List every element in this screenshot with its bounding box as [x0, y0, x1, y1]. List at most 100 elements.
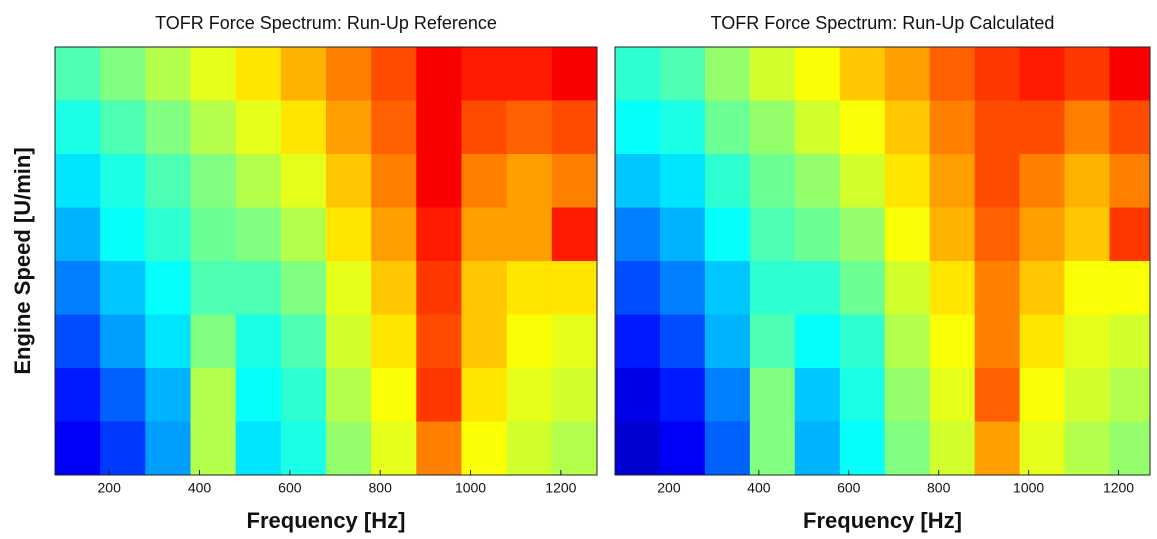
heat-cell: [704, 261, 751, 315]
heat-cell: [551, 368, 598, 422]
heat-cell: [280, 47, 327, 101]
heat-cell: [416, 154, 462, 208]
heat-cell: [1109, 368, 1151, 422]
heat-cell: [839, 207, 886, 262]
heat-cell: [1064, 207, 1111, 262]
heat-cell: [974, 100, 1021, 155]
heat-cell: [929, 207, 976, 262]
heat-cell: [1064, 368, 1111, 422]
heat-cell: [235, 154, 282, 208]
heat-cell: [839, 47, 886, 101]
heat-cell: [884, 207, 931, 262]
heat-cell: [704, 47, 751, 101]
y-axis-label: Engine Speed [U/min]: [10, 147, 35, 374]
heat-cell: [280, 421, 327, 476]
heat-cell: [974, 207, 1021, 262]
heat-cell: [794, 368, 841, 422]
heat-cell: [974, 154, 1021, 208]
heat-cell: [704, 154, 751, 208]
heat-cell: [100, 47, 146, 101]
heat-cell: [280, 368, 327, 422]
heat-cell: [839, 368, 886, 422]
heat-cell: [704, 314, 751, 369]
heat-cell: [615, 368, 661, 422]
heat-cell: [974, 261, 1021, 315]
heat-cell: [506, 421, 553, 476]
heat-cell: [794, 100, 841, 155]
heat-cell: [235, 314, 282, 369]
heat-cell: [461, 100, 508, 155]
heat-cell: [615, 207, 661, 262]
x-axis-label: Frequency [Hz]: [803, 508, 962, 533]
heat-cell: [794, 47, 841, 101]
chart-title: TOFR Force Spectrum: Run-Up Reference: [155, 13, 497, 33]
heat-cell: [749, 421, 796, 476]
heat-cell: [461, 314, 508, 369]
heat-cell: [659, 100, 706, 155]
heat-cell: [280, 261, 327, 315]
heat-cell: [1064, 100, 1111, 155]
heat-cell: [326, 47, 372, 101]
heat-cell: [929, 314, 976, 369]
heat-cell: [929, 47, 976, 101]
heat-cell: [659, 314, 706, 369]
heat-cell: [974, 314, 1021, 369]
heat-cell: [749, 100, 796, 155]
heat-cell: [884, 421, 931, 476]
heat-cell: [794, 154, 841, 208]
heat-cell: [190, 368, 237, 422]
heat-cell: [326, 100, 372, 155]
heat-cell: [100, 314, 146, 369]
heat-cell: [615, 47, 661, 101]
heat-cell: [1064, 154, 1111, 208]
heat-cell: [839, 421, 886, 476]
heat-cell: [506, 154, 553, 208]
heat-cell: [704, 100, 751, 155]
heat-cell: [145, 207, 191, 262]
heat-cell: [1019, 100, 1066, 155]
heat-cell: [749, 314, 796, 369]
heat-cell: [974, 47, 1021, 101]
heat-cell: [929, 100, 976, 155]
heat-cell: [461, 47, 508, 101]
heat-cell: [235, 47, 282, 101]
heat-cell: [551, 100, 598, 155]
heat-cell: [145, 154, 191, 208]
heat-cell: [55, 261, 101, 315]
heat-cell: [100, 261, 146, 315]
heat-cell: [326, 368, 372, 422]
heat-cell: [659, 207, 706, 262]
heat-cell: [416, 368, 462, 422]
heat-cell: [749, 207, 796, 262]
heat-cell: [461, 207, 508, 262]
heat-cell: [974, 368, 1021, 422]
heat-cell: [506, 368, 553, 422]
x-tick-label: 1000: [455, 480, 486, 496]
heat-cell: [839, 261, 886, 315]
heat-cell: [1064, 421, 1111, 476]
heat-cell: [461, 368, 508, 422]
heat-cell: [371, 207, 417, 262]
heat-cell: [749, 368, 796, 422]
heat-cell: [704, 368, 751, 422]
heat-cell: [280, 207, 327, 262]
heat-cell: [235, 261, 282, 315]
heat-cell: [190, 207, 237, 262]
heat-cell: [506, 100, 553, 155]
heat-cell: [615, 154, 661, 208]
heat-cell: [55, 314, 101, 369]
heat-cell: [235, 421, 282, 476]
heat-cell: [416, 261, 462, 315]
heat-cell: [371, 47, 417, 101]
heat-cell: [1019, 421, 1066, 476]
heat-cell: [551, 421, 598, 476]
heat-cell: [794, 261, 841, 315]
heat-cell: [326, 421, 372, 476]
chart-title: TOFR Force Spectrum: Run-Up Calculated: [711, 13, 1055, 33]
heat-cell: [100, 100, 146, 155]
heat-cell: [371, 100, 417, 155]
heat-cell: [55, 421, 101, 476]
heat-cell: [749, 261, 796, 315]
heat-cell: [1019, 261, 1066, 315]
heat-cell: [659, 47, 706, 101]
